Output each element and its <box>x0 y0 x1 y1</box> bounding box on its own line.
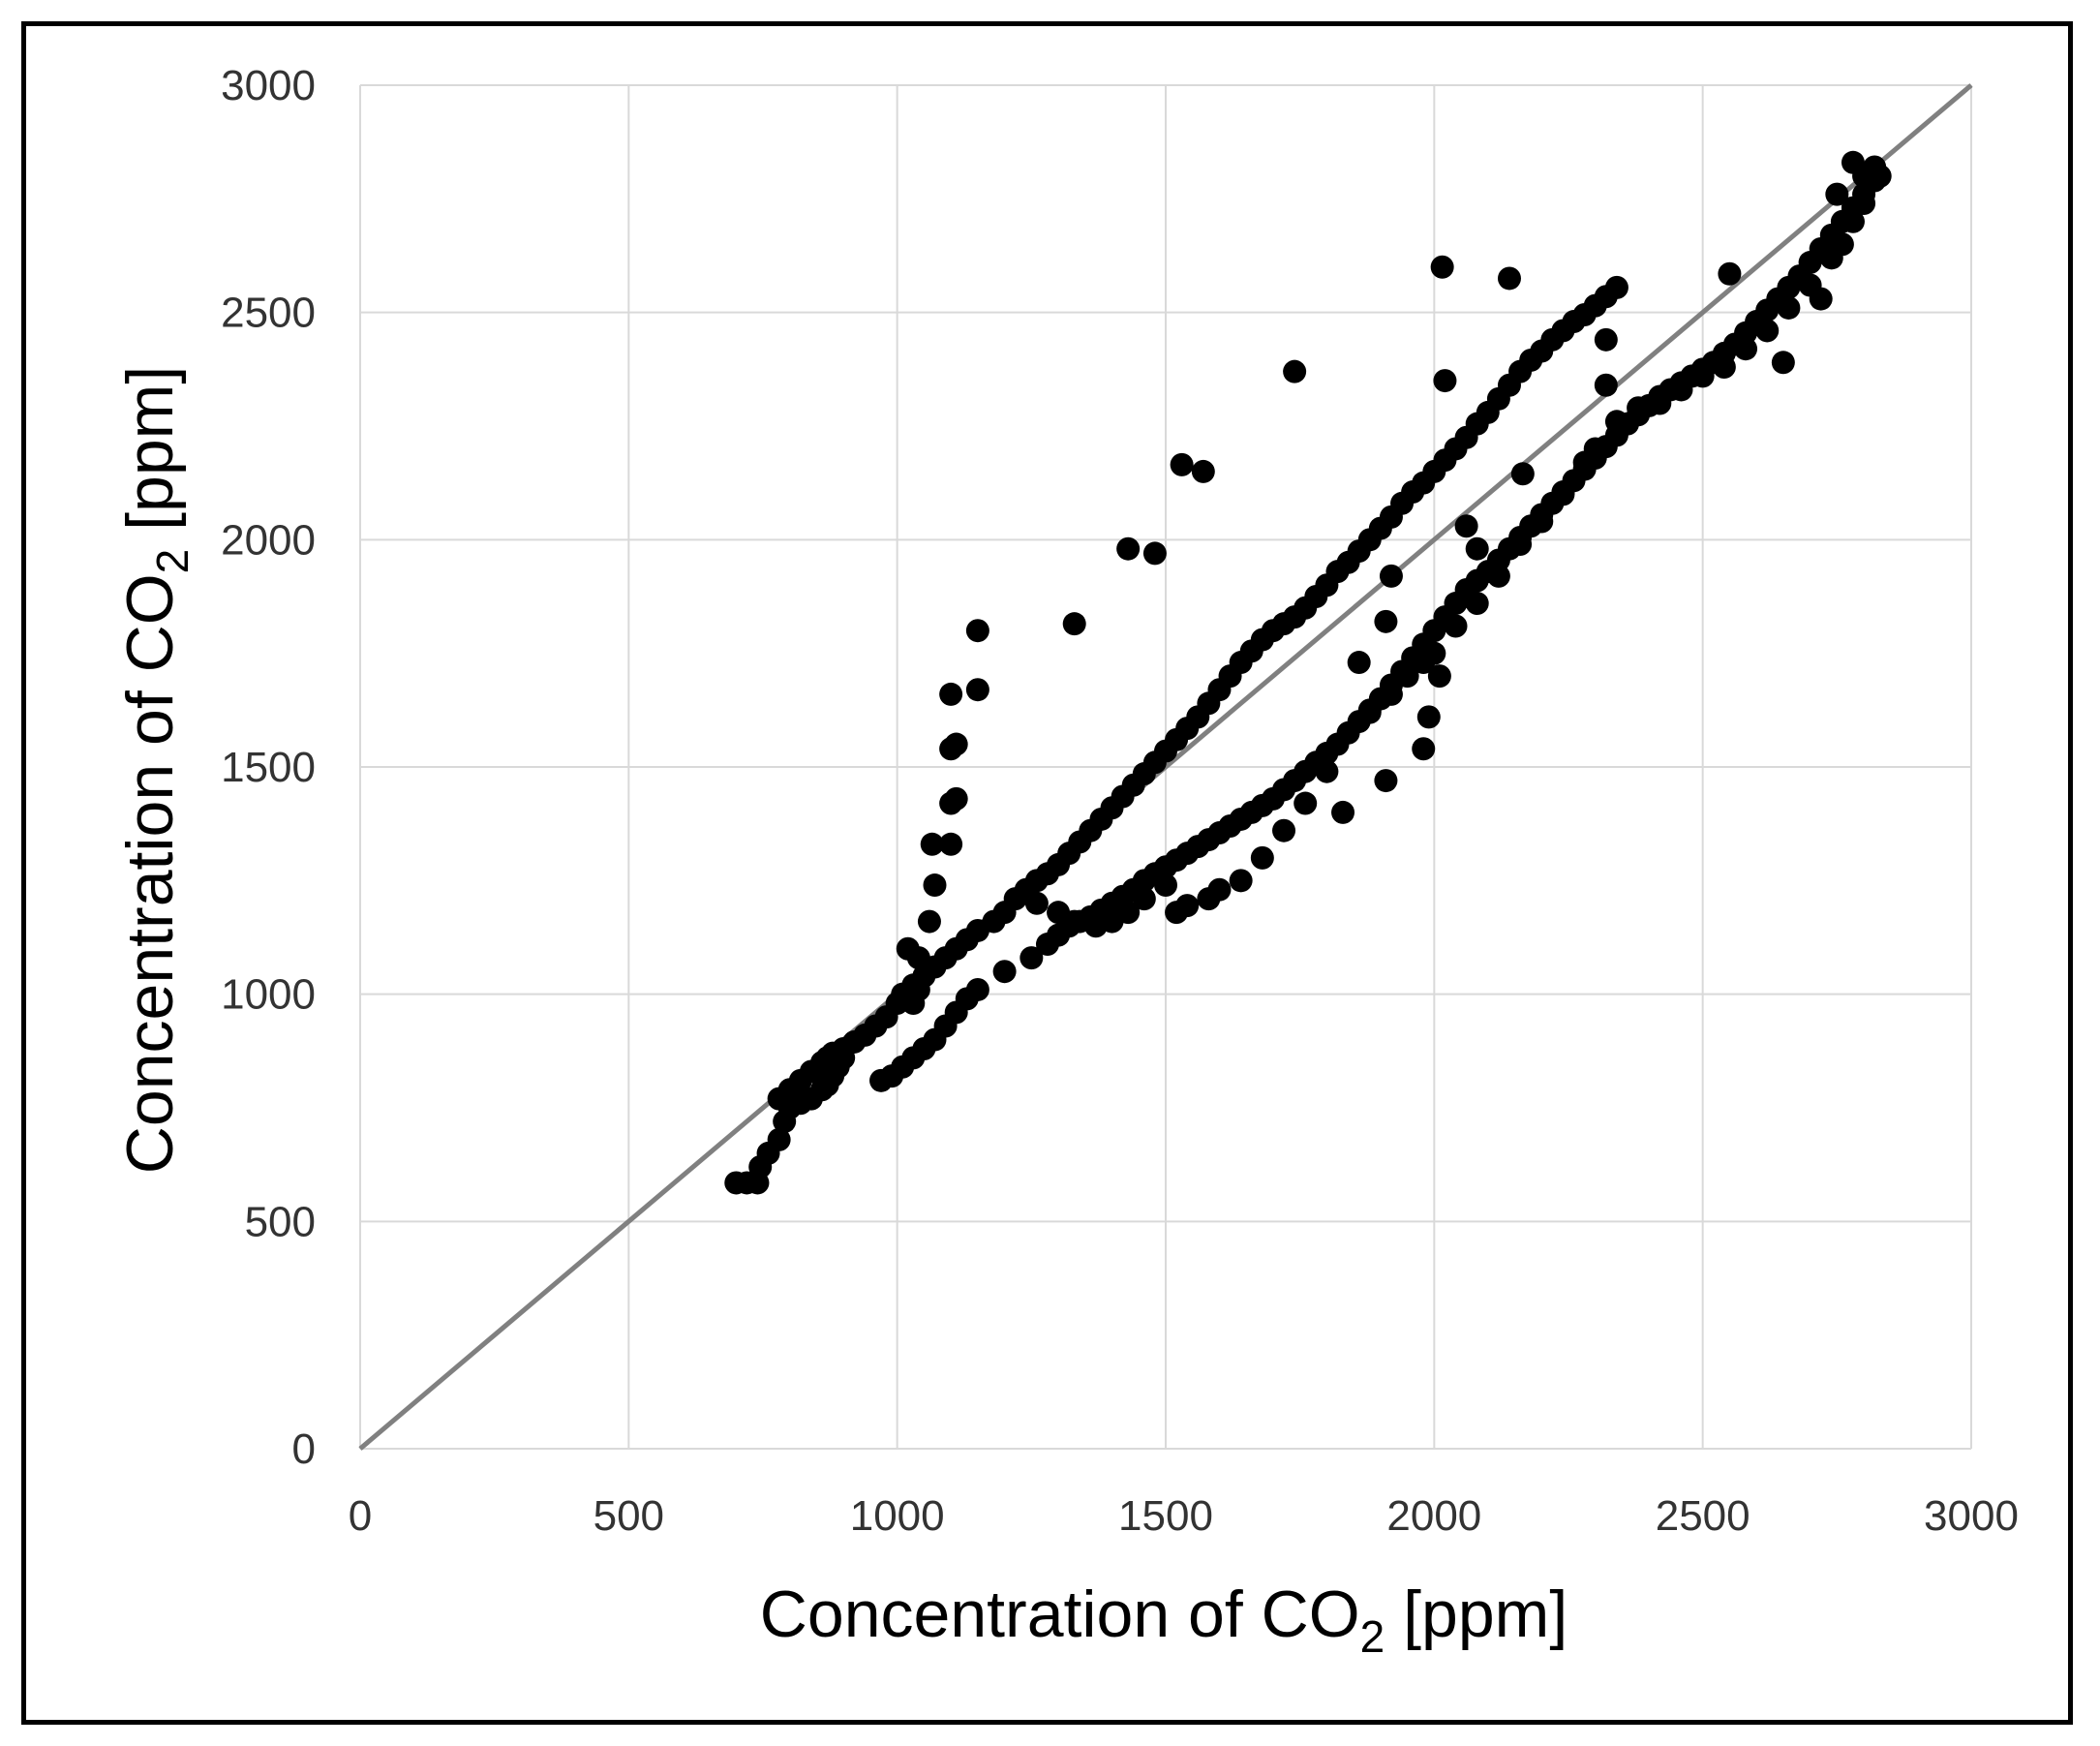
data-point <box>1283 359 1307 383</box>
data-point <box>1154 873 1177 898</box>
data-point <box>906 946 930 970</box>
data-point <box>1272 818 1296 842</box>
data-point <box>1374 609 1398 633</box>
data-point <box>1020 946 1044 970</box>
data-point <box>992 960 1017 984</box>
data-point <box>1062 909 1086 934</box>
data-point <box>1347 651 1371 675</box>
data-point <box>1604 410 1628 434</box>
data-point <box>1809 287 1833 311</box>
data-point <box>1293 791 1318 815</box>
data-point <box>1734 337 1758 361</box>
data-point <box>767 1127 791 1151</box>
reference-line <box>358 83 1973 1451</box>
data-point <box>1830 232 1854 257</box>
data-point <box>1416 705 1441 729</box>
x-tick-label: 1500 <box>1118 1492 1213 1540</box>
data-point <box>1116 536 1141 561</box>
y-tick-label: 1000 <box>221 971 316 1019</box>
x-tick-label: 2500 <box>1656 1492 1750 1540</box>
data-point <box>1024 891 1049 915</box>
data-point <box>1712 354 1736 379</box>
data-point <box>1422 641 1446 665</box>
data-point <box>1412 737 1436 761</box>
data-point <box>901 992 926 1016</box>
x-tick-label: 2000 <box>1386 1492 1481 1540</box>
data-point <box>1669 378 1693 402</box>
data-point <box>1718 261 1742 286</box>
data-point <box>1175 894 1200 918</box>
data-point <box>1357 700 1382 724</box>
y-tick-label: 2000 <box>221 516 316 564</box>
y-tick-label: 0 <box>292 1425 316 1473</box>
y-tick-label: 2500 <box>221 290 316 337</box>
data-points <box>724 150 1892 1195</box>
data-point <box>1594 327 1618 352</box>
x-tick-label: 3000 <box>1924 1492 2019 1540</box>
y-axis-title: Concentration of CO2 [ppm] <box>113 366 198 1174</box>
y-tick-labels: 0 500 1000 1500 2000 2500 3000 <box>221 62 316 1473</box>
data-point <box>1841 196 1865 220</box>
data-point <box>1486 564 1510 588</box>
data-point <box>917 909 941 934</box>
data-point <box>965 977 989 1001</box>
y-tick-label: 1500 <box>221 744 316 791</box>
data-point <box>944 786 968 811</box>
y-tick-label: 3000 <box>221 62 316 109</box>
data-point <box>1116 901 1141 925</box>
data-point <box>1465 592 1489 616</box>
data-point <box>1430 255 1454 279</box>
data-point <box>1594 373 1618 397</box>
x-tick-labels: 0 500 1000 1500 2000 2500 3000 <box>349 1492 2019 1540</box>
reference-line-group <box>358 83 1973 1451</box>
data-point <box>1207 877 1232 902</box>
data-point <box>939 682 963 706</box>
data-point <box>1379 682 1403 706</box>
x-tick-label: 500 <box>593 1492 664 1540</box>
data-point <box>939 832 963 856</box>
data-point <box>1508 533 1533 557</box>
data-point <box>1132 887 1156 911</box>
data-point <box>1331 800 1355 824</box>
data-point <box>1510 462 1535 486</box>
data-point <box>1062 612 1086 636</box>
data-point <box>1395 664 1419 689</box>
data-point <box>1755 319 1780 343</box>
data-point <box>1690 364 1715 388</box>
data-point <box>965 619 989 643</box>
data-point <box>1315 759 1339 783</box>
data-point <box>1454 514 1478 538</box>
data-point <box>1444 614 1468 638</box>
x-axis-title: Concentration of CO2 [ppm] <box>760 1578 1567 1662</box>
data-point <box>1604 275 1628 299</box>
data-point <box>1863 155 1887 179</box>
data-point <box>1551 482 1575 506</box>
data-point <box>1433 369 1457 393</box>
data-point <box>1427 664 1451 689</box>
data-point <box>1229 869 1253 893</box>
data-point <box>920 832 944 856</box>
data-point <box>1142 541 1167 566</box>
data-point <box>1191 459 1215 483</box>
data-point <box>1771 351 1795 375</box>
data-point <box>923 873 947 898</box>
data-point <box>1530 509 1554 534</box>
data-point <box>965 678 989 702</box>
data-point <box>1777 295 1801 320</box>
x-tick-label: 0 <box>349 1492 372 1540</box>
data-point <box>1583 437 1607 461</box>
data-point <box>1250 845 1274 870</box>
data-point <box>944 732 968 756</box>
data-point <box>1497 266 1521 291</box>
data-point <box>1374 769 1398 793</box>
y-tick-label: 500 <box>245 1198 316 1245</box>
data-point <box>1170 452 1194 476</box>
data-point <box>1379 564 1403 588</box>
data-point <box>1627 396 1651 420</box>
data-point <box>1648 391 1672 415</box>
data-point <box>1465 536 1489 561</box>
data-point <box>1825 182 1849 206</box>
x-tick-label: 1000 <box>850 1492 945 1540</box>
